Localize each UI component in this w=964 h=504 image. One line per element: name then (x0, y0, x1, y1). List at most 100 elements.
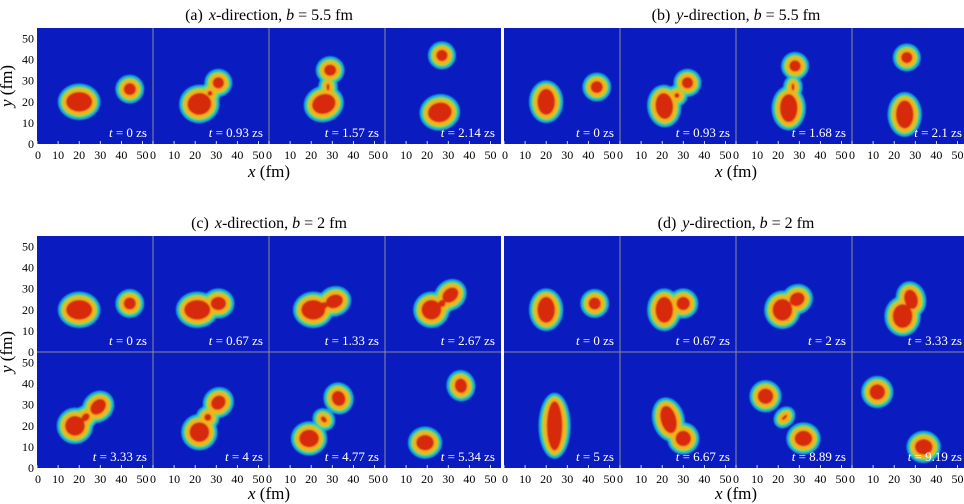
nucleus-density-blob (546, 401, 563, 451)
nucleus-density-blob (789, 292, 805, 307)
x-tick-label: 40 (115, 148, 127, 162)
y-tick-label: 10 (22, 324, 34, 338)
x-tick-label: 10 (284, 472, 296, 486)
y-tick-label: 10 (22, 440, 34, 454)
panel-d: (d) y-direction, b = 2 fm t = 0 zs t = 0.67… (504, 215, 964, 468)
snapshot-a-0-2: t = 1.57 zs (269, 28, 385, 144)
time-label: t = 3.33 zs (93, 449, 147, 464)
x-tick-label: 10 (635, 148, 647, 162)
x-tick-label: 10 (751, 148, 763, 162)
x-tick-label: 20 (305, 472, 317, 486)
snapshot-c-1-1: t = 4 zs (153, 352, 269, 468)
x-tick-label: 20 (73, 472, 85, 486)
x-tick-label: 0 (150, 148, 156, 162)
time-label: t = 5.34 zs (441, 449, 495, 464)
x-tick-label: 50 (484, 472, 496, 486)
x-tick-label: 30 (677, 148, 689, 162)
x-axis-label: x (fm) (247, 162, 290, 181)
nucleus-density-blob (204, 413, 212, 421)
x-tick-label: 0 (849, 472, 855, 486)
x-tick-label: 50 (951, 472, 963, 486)
y-tick-label: 50 (22, 240, 34, 254)
nucleus-density-blob (674, 92, 680, 99)
y-tick-label: 10 (22, 116, 34, 130)
x-tick-label: 40 (115, 472, 127, 486)
nucleus-density-blob (892, 304, 913, 329)
time-label: t = 1.57 zs (325, 125, 379, 140)
x-tick-label: 10 (284, 148, 296, 162)
y-tick-label: 20 (22, 303, 34, 317)
nucleus-density-blob (454, 378, 468, 394)
x-tick-label: 30 (561, 472, 573, 486)
x-tick-label: 30 (326, 148, 338, 162)
x-tick-label: 20 (656, 472, 668, 486)
x-tick-label: 30 (326, 472, 338, 486)
x-tick-label: 30 (94, 148, 106, 162)
x-tick-label: 10 (751, 472, 763, 486)
nucleus-density-blob (772, 298, 793, 321)
density-background (385, 352, 501, 468)
x-tick-label: 30 (210, 148, 222, 162)
y-tick-label: 20 (22, 95, 34, 109)
y-tick-label: 30 (22, 74, 34, 88)
snapshot-d-1-3: t = 9.19 zs (852, 352, 964, 468)
y-tick-label: 30 (22, 398, 34, 412)
nucleus-density-blob (660, 405, 677, 434)
nucleus-density-blob (794, 430, 813, 447)
snapshot-d-0-1: t = 0.67 zs (620, 236, 736, 352)
snapshot-d-0-0: t = 0 zs (504, 236, 620, 352)
y-tick-label: 30 (22, 282, 34, 296)
x-tick-label: 40 (347, 472, 359, 486)
nucleus-density-blob (781, 414, 788, 421)
time-label: t = 0.93 zs (209, 125, 263, 140)
nucleus-density-blob (312, 93, 336, 115)
y-tick-label: 50 (22, 356, 34, 370)
x-tick-label: 30 (442, 148, 454, 162)
x-tick-label: 10 (519, 472, 531, 486)
nucleus-density-blob (901, 51, 913, 64)
x-tick-label: 0 (150, 472, 156, 486)
x-tick-label: 30 (561, 148, 573, 162)
x-tick-label: 50 (484, 148, 496, 162)
x-tick-label: 40 (463, 148, 475, 162)
x-axis-label: x (fm) (714, 484, 757, 503)
nucleus-density-blob (320, 416, 327, 423)
x-tick-label: 20 (540, 472, 552, 486)
x-tick-label: 40 (463, 472, 475, 486)
x-tick-label: 20 (656, 148, 668, 162)
x-tick-label: 30 (793, 148, 805, 162)
x-tick-label: 0 (617, 472, 623, 486)
nucleus-density-blob (123, 83, 136, 96)
y-tick-label: 50 (22, 32, 34, 46)
snapshot-b-0-2: t = 1.68 zs (736, 28, 852, 144)
x-tick-label: 40 (347, 148, 359, 162)
y-tick-label: 40 (22, 261, 34, 275)
x-tick-label: 10 (168, 472, 180, 486)
nucleus-density-blob (676, 296, 691, 311)
nucleus-density-blob (207, 90, 213, 96)
x-tick-label: 40 (698, 148, 710, 162)
x-tick-label: 10 (168, 148, 180, 162)
snapshot-c-0-0: t = 0 zs (37, 236, 153, 352)
x-tick-label: 50 (252, 472, 264, 486)
nucleus-density-blob (869, 384, 886, 400)
x-tick-label: 20 (305, 148, 317, 162)
x-tick-label: 50 (719, 472, 731, 486)
x-tick-label: 30 (793, 472, 805, 486)
x-tick-label: 40 (814, 472, 826, 486)
x-tick-label: 20 (73, 148, 85, 162)
time-label: t = 8.89 zs (792, 449, 846, 464)
x-tick-label: 10 (52, 148, 64, 162)
nucleus-density-blob (681, 77, 694, 89)
time-label: t = 2.1 zs (914, 125, 962, 140)
nucleus-density-blob (590, 80, 603, 94)
time-label: t = 2.14 zs (441, 125, 495, 140)
x-tick-label: 50 (603, 148, 615, 162)
nucleus-density-blob (914, 439, 933, 455)
nucleus-density-blob (123, 297, 136, 310)
snapshot-d-0-2: t = 2 zs (736, 236, 852, 352)
x-tick-label: 20 (189, 472, 201, 486)
x-tick-label: 40 (231, 148, 243, 162)
time-label: t = 9.19 zs (908, 449, 962, 464)
nucleus-density-blob (66, 91, 93, 112)
